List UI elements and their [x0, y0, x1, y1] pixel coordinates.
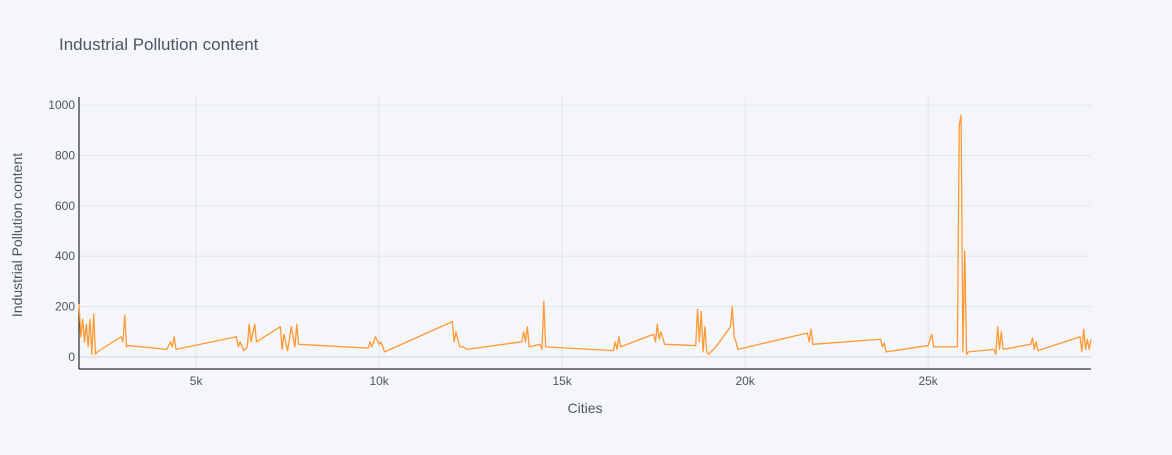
- y-tick-label: 800: [55, 148, 75, 162]
- y-tick-label: 400: [55, 249, 75, 263]
- y-axis-title: Industrial Pollution content: [9, 153, 25, 317]
- x-tick-label: 20k: [735, 374, 755, 388]
- x-tick-label: 5k: [190, 374, 204, 388]
- x-tick-label: 10k: [369, 374, 389, 388]
- line-series: [78, 114, 1092, 356]
- y-tick-label: 1000: [48, 98, 75, 112]
- y-tick-label: 600: [55, 199, 75, 213]
- y-tick-label: 200: [55, 300, 75, 314]
- y-tick-label: 0: [68, 350, 75, 364]
- chart-title: Industrial Pollution content: [59, 35, 259, 54]
- x-axis-title: Cities: [567, 400, 602, 416]
- x-tick-label: 15k: [552, 374, 572, 388]
- x-tick-label: 25k: [918, 374, 938, 388]
